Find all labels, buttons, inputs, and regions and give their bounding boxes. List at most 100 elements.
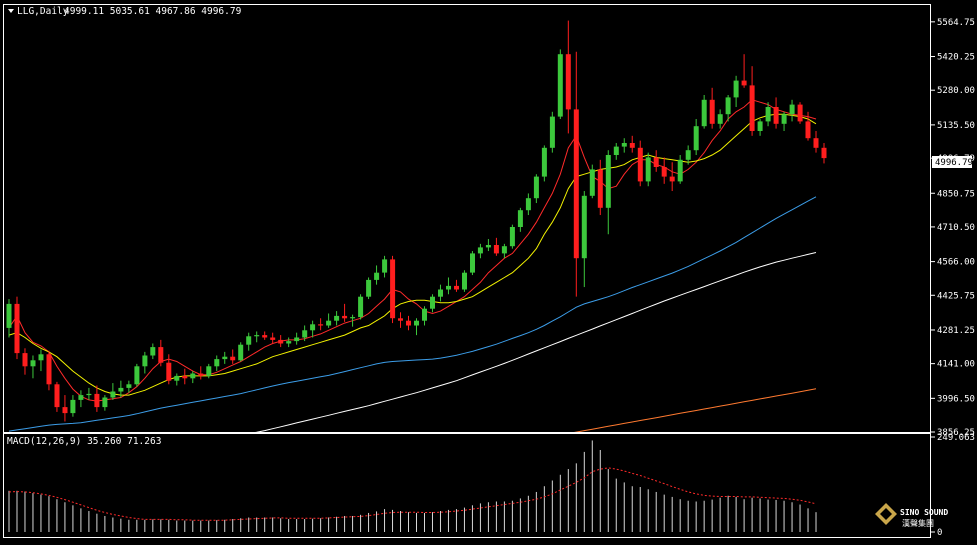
- candle[interactable]: [86, 388, 91, 400]
- candle[interactable]: [502, 244, 507, 258]
- candle-body[interactable]: [566, 54, 571, 109]
- candle[interactable]: [358, 294, 363, 319]
- candle-body[interactable]: [198, 374, 203, 376]
- candle-body[interactable]: [302, 330, 307, 337]
- candle-body[interactable]: [102, 398, 107, 408]
- candle[interactable]: [790, 100, 795, 122]
- candle[interactable]: [262, 331, 267, 339]
- candle[interactable]: [382, 256, 387, 278]
- candle-body[interactable]: [822, 148, 827, 158]
- candle[interactable]: [782, 112, 787, 131]
- candle[interactable]: [446, 277, 451, 294]
- candle-body[interactable]: [574, 109, 579, 258]
- candle[interactable]: [102, 395, 107, 411]
- candle-body[interactable]: [94, 394, 99, 407]
- candle[interactable]: [606, 150, 611, 234]
- candle-body[interactable]: [86, 394, 91, 395]
- candle-body[interactable]: [270, 338, 275, 340]
- candle[interactable]: [222, 352, 227, 364]
- candle-body[interactable]: [334, 316, 339, 321]
- candle-body[interactable]: [758, 121, 763, 131]
- candle-body[interactable]: [486, 245, 491, 247]
- candle-body[interactable]: [39, 354, 44, 360]
- candle-body[interactable]: [518, 210, 523, 227]
- candle-body[interactable]: [110, 392, 115, 398]
- candle[interactable]: [694, 119, 699, 155]
- candle-body[interactable]: [238, 345, 243, 361]
- candle[interactable]: [78, 390, 83, 407]
- candle-body[interactable]: [262, 335, 267, 337]
- candle-body[interactable]: [31, 360, 36, 366]
- candle-body[interactable]: [734, 81, 739, 98]
- candle[interactable]: [31, 355, 36, 378]
- candle-body[interactable]: [622, 143, 627, 147]
- candle[interactable]: [462, 270, 467, 292]
- candle-body[interactable]: [478, 247, 483, 253]
- candle-body[interactable]: [438, 290, 443, 297]
- candle[interactable]: [70, 395, 75, 417]
- candle-body[interactable]: [558, 54, 563, 116]
- candle-body[interactable]: [590, 169, 595, 195]
- candle-body[interactable]: [454, 286, 459, 290]
- candle-body[interactable]: [550, 117, 555, 148]
- candle-body[interactable]: [70, 400, 75, 413]
- candle[interactable]: [198, 366, 203, 379]
- candle-body[interactable]: [614, 147, 619, 155]
- candle-body[interactable]: [382, 259, 387, 272]
- candle-body[interactable]: [790, 105, 795, 115]
- candle-body[interactable]: [542, 148, 547, 177]
- candle-body[interactable]: [214, 359, 219, 366]
- candle[interactable]: [422, 306, 427, 325]
- candle[interactable]: [94, 385, 99, 411]
- candle[interactable]: [526, 193, 531, 215]
- candle[interactable]: [150, 343, 155, 359]
- candle-body[interactable]: [718, 114, 723, 124]
- candle[interactable]: [654, 150, 659, 172]
- candle[interactable]: [63, 395, 68, 421]
- candle[interactable]: [646, 153, 651, 187]
- candle[interactable]: [718, 109, 723, 128]
- candle[interactable]: [814, 131, 819, 153]
- candle-body[interactable]: [814, 138, 819, 148]
- candle-body[interactable]: [278, 340, 283, 344]
- candle-body[interactable]: [742, 81, 747, 86]
- candle[interactable]: [110, 383, 115, 400]
- candle-body[interactable]: [766, 107, 771, 121]
- candle-body[interactable]: [126, 384, 131, 388]
- candle-body[interactable]: [678, 160, 683, 182]
- candle[interactable]: [254, 331, 259, 342]
- candle-body[interactable]: [118, 388, 123, 392]
- candle[interactable]: [630, 136, 635, 153]
- candle-body[interactable]: [222, 357, 227, 359]
- candle[interactable]: [166, 354, 171, 384]
- candle-body[interactable]: [446, 286, 451, 290]
- candle[interactable]: [238, 342, 243, 361]
- candle[interactable]: [734, 76, 739, 107]
- candle[interactable]: [342, 304, 347, 322]
- candle[interactable]: [398, 312, 403, 328]
- candle[interactable]: [374, 265, 379, 284]
- candle[interactable]: [478, 244, 483, 258]
- candle-body[interactable]: [326, 321, 331, 326]
- candle[interactable]: [246, 333, 251, 351]
- candle[interactable]: [270, 333, 275, 344]
- candle[interactable]: [366, 277, 371, 299]
- candle-body[interactable]: [726, 97, 731, 114]
- candle-body[interactable]: [406, 321, 411, 326]
- candle-body[interactable]: [694, 126, 699, 150]
- candle-body[interactable]: [190, 374, 195, 379]
- candle-body[interactable]: [294, 338, 299, 342]
- candle[interactable]: [534, 174, 539, 203]
- candle[interactable]: [486, 239, 491, 251]
- candle[interactable]: [750, 66, 755, 136]
- candle-body[interactable]: [134, 366, 139, 384]
- candle-body[interactable]: [414, 321, 419, 326]
- candle[interactable]: [518, 208, 523, 232]
- candle[interactable]: [582, 191, 587, 287]
- candle[interactable]: [7, 299, 12, 337]
- candle[interactable]: [214, 355, 219, 371]
- candle-body[interactable]: [78, 395, 83, 400]
- candle[interactable]: [390, 256, 395, 323]
- candle-body[interactable]: [502, 246, 507, 253]
- candle-body[interactable]: [630, 143, 635, 148]
